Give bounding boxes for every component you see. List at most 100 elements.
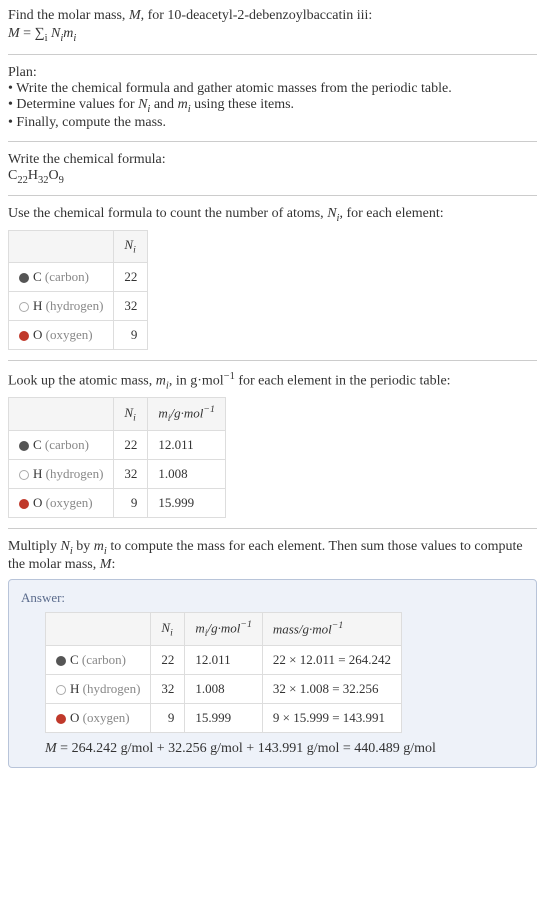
text: Look up the atomic mass,	[8, 373, 156, 388]
plan-section: Plan: • Write the chemical formula and g…	[8, 65, 537, 131]
table-row: C (carbon) 22 12.011 22 × 12.011 = 264.2…	[46, 645, 402, 674]
text: N	[161, 620, 170, 635]
element-cell: C (carbon)	[9, 262, 114, 291]
var-M: M	[129, 8, 141, 23]
var-M: M	[45, 741, 57, 756]
text: −1	[203, 404, 214, 415]
element-cell: H (hydrogen)	[9, 291, 114, 320]
sum-value: = 264.242 g/mol + 32.256 g/mol + 143.991…	[57, 741, 436, 756]
col-Ni: Ni	[114, 398, 148, 431]
elem-sym: C	[33, 437, 42, 452]
table-row: O (oxygen) 9 15.999 9 × 15.999 = 143.991	[46, 703, 402, 732]
var-N: N	[327, 206, 336, 221]
chem-formula-header: Write the chemical formula:	[8, 152, 537, 168]
elem-name: (hydrogen)	[42, 466, 103, 481]
mass-cell: 22 × 12.011 = 264.242	[262, 645, 401, 674]
table-row: H (hydrogen) 32 1.008	[9, 460, 226, 489]
n-cell: 32	[151, 674, 185, 703]
col-mi: mi/g·mol−1	[185, 612, 262, 645]
n-cell: 22	[151, 645, 185, 674]
col-mass: mass/g·mol−1	[262, 612, 401, 645]
count-section: Use the chemical formula to count the nu…	[8, 206, 537, 349]
text: /g·mol	[171, 406, 204, 421]
n-cell: 22	[114, 431, 148, 460]
elem-name: (oxygen)	[42, 495, 92, 510]
element-cell: H (hydrogen)	[9, 460, 114, 489]
elem-sym: O	[33, 495, 42, 510]
elem-name: (oxygen)	[42, 327, 92, 342]
elem-name: (hydrogen)	[42, 298, 103, 313]
count-table: Ni C (carbon) 22 H (hydrogen) 32 O (oxyg…	[8, 230, 148, 350]
text: Use the chemical formula to count the nu…	[8, 206, 327, 221]
divider	[8, 195, 537, 196]
elem-name: (hydrogen)	[79, 681, 140, 696]
plan-bullet: • Finally, compute the mass.	[8, 115, 537, 131]
plan-bullet: • Write the chemical formula and gather …	[8, 81, 537, 97]
masses-table: Ni mi/g·mol−1 C (carbon) 22 12.011 H (hy…	[8, 397, 226, 518]
text: −1	[240, 619, 251, 630]
n-cell: 32	[114, 460, 148, 489]
mass-cell: 9 × 15.999 = 143.991	[262, 703, 401, 732]
oxygen-dot-icon	[56, 714, 66, 724]
table-row: O (oxygen) 9 15.999	[9, 489, 226, 518]
col-mi: mi/g·mol−1	[148, 398, 225, 431]
element-cell: C (carbon)	[9, 431, 114, 460]
eq: =	[20, 26, 35, 41]
var-M: M	[100, 557, 112, 572]
carbon-dot-icon	[19, 273, 29, 283]
table-row: H (hydrogen) 32 1.008 32 × 1.008 = 32.25…	[46, 674, 402, 703]
divider	[8, 141, 537, 142]
answer-box: Answer: Ni mi/g·mol−1 mass/g·mol−1 C (ca…	[8, 579, 537, 768]
text: and	[150, 97, 177, 112]
masses-header: Look up the atomic mass, mi, in g·mol−1 …	[8, 371, 537, 391]
table-header-row: Ni	[9, 231, 148, 263]
elem-C-count: 22	[17, 174, 28, 185]
hydrogen-dot-icon	[19, 470, 29, 480]
table-row: H (hydrogen) 32	[9, 291, 148, 320]
table-header-row: Ni mi/g·mol−1 mass/g·mol−1	[46, 612, 402, 645]
var-m: m	[94, 539, 104, 554]
sum-sub: i	[45, 33, 48, 44]
element-cell: O (oxygen)	[9, 489, 114, 518]
text: Find the molar mass,	[8, 8, 129, 23]
intro-section: Find the molar mass, M, for 10-deacetyl-…	[8, 8, 537, 44]
var-m: m	[156, 373, 166, 388]
element-cell: O (oxygen)	[46, 703, 151, 732]
oxygen-dot-icon	[19, 499, 29, 509]
var-N: N	[51, 26, 60, 41]
text: i	[133, 412, 136, 423]
col-element	[9, 398, 114, 431]
text: :	[111, 557, 115, 572]
table-row: C (carbon) 22 12.011	[9, 431, 226, 460]
elem-C: C	[8, 168, 17, 183]
text: Multiply	[8, 539, 61, 554]
intro-formula: M = ∑i Nimi	[8, 26, 537, 44]
answer-label: Answer:	[21, 590, 524, 606]
n-cell: 32	[114, 291, 148, 320]
elem-sym: C	[70, 652, 79, 667]
elem-sym: H	[70, 681, 79, 696]
carbon-dot-icon	[56, 656, 66, 666]
masses-section: Look up the atomic mass, mi, in g·mol−1 …	[8, 371, 537, 518]
table-row: O (oxygen) 9	[9, 320, 148, 349]
element-cell: O (oxygen)	[9, 320, 114, 349]
sum-sym: ∑	[35, 26, 45, 41]
elem-H: H	[28, 168, 38, 183]
m-cell: 15.999	[148, 489, 225, 518]
elem-sym: C	[33, 269, 42, 284]
elem-O: O	[48, 168, 58, 183]
text: • Determine values for	[8, 97, 138, 112]
exp: −1	[224, 371, 235, 382]
text: , in g·mol	[169, 373, 224, 388]
var-N: N	[61, 539, 70, 554]
plan-bullet: • Determine values for Ni and mi using t…	[8, 97, 537, 115]
table-row: C (carbon) 22	[9, 262, 148, 291]
m-cell: 1.008	[185, 674, 262, 703]
text: using these items.	[191, 97, 294, 112]
m-cell: 15.999	[185, 703, 262, 732]
intro-line1: Find the molar mass, M, for 10-deacetyl-…	[8, 8, 537, 24]
plan-header: Plan:	[8, 65, 537, 81]
elem-O-count: 9	[59, 174, 64, 185]
elem-sym: H	[33, 298, 42, 313]
text: i	[133, 245, 136, 256]
